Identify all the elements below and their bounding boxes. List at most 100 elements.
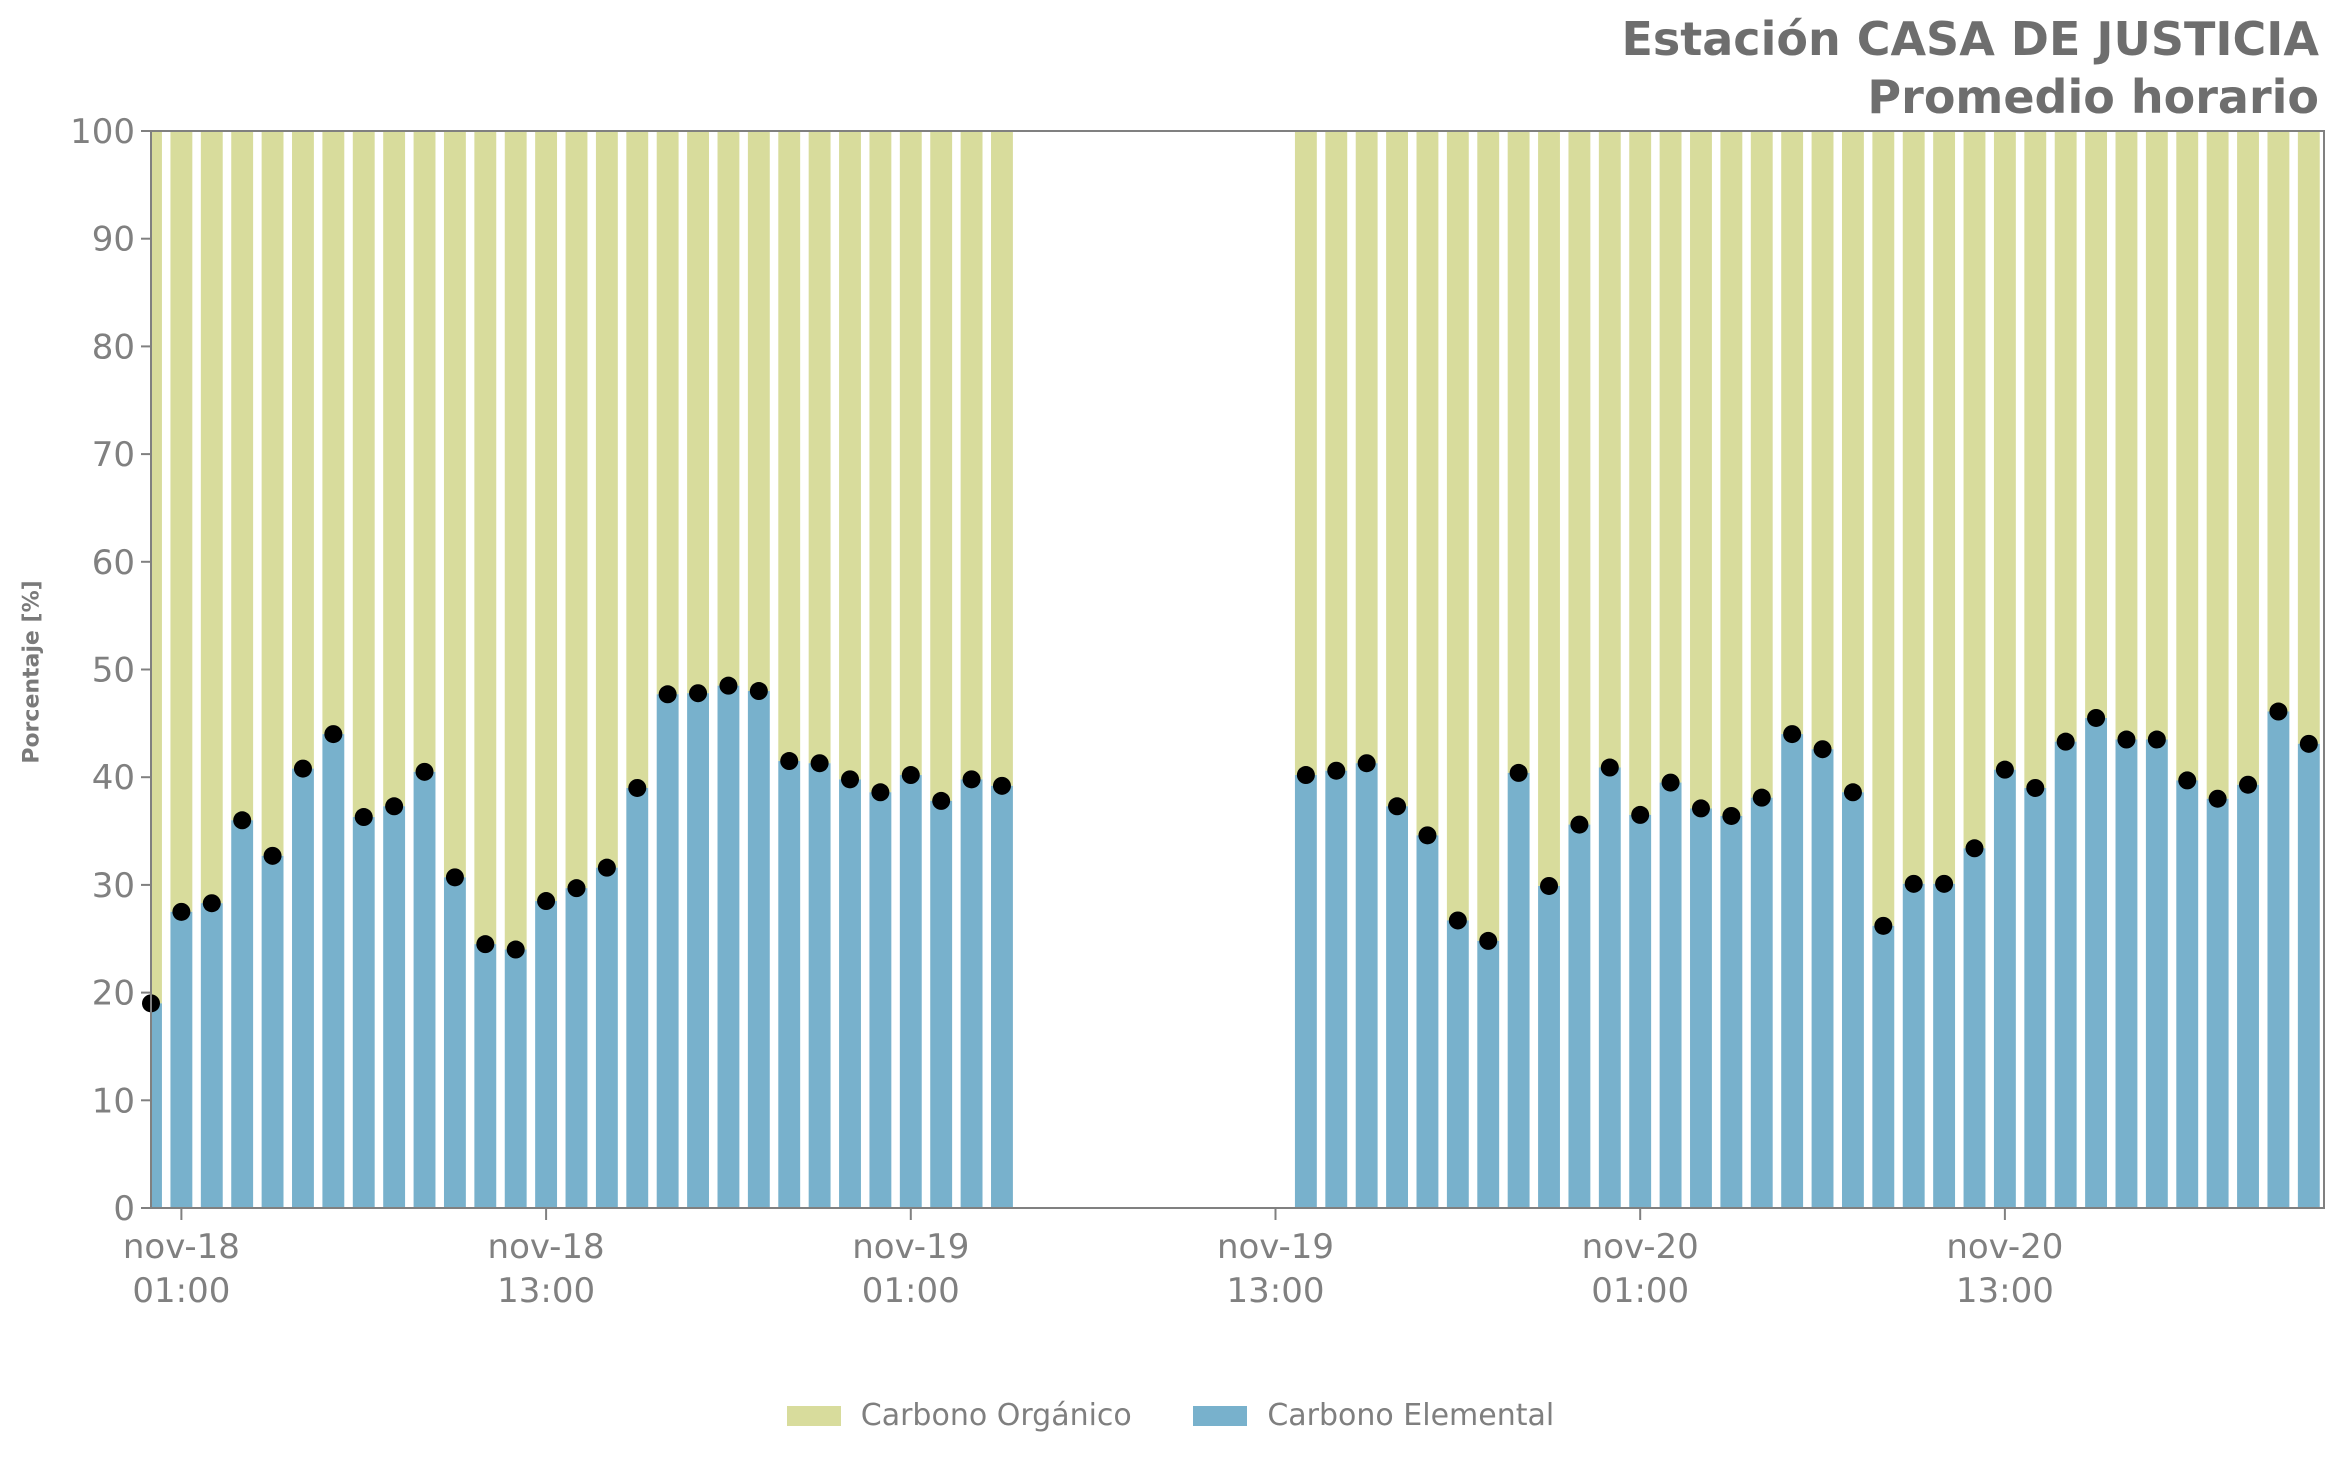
elemental-carbon-bar bbox=[504, 949, 527, 1208]
elemental-carbon-point bbox=[202, 894, 221, 913]
elemental-carbon-bar bbox=[1568, 824, 1591, 1208]
legend-label-elemental-carbon: Carbono Elemental bbox=[1267, 1398, 1555, 1433]
elemental-carbon-point bbox=[445, 868, 464, 887]
organic-carbon-bar bbox=[1355, 131, 1378, 764]
elemental-carbon-point bbox=[1509, 763, 1528, 782]
elemental-carbon-point bbox=[1661, 773, 1680, 792]
organic-carbon-bar bbox=[2267, 131, 2290, 712]
elemental-carbon-point bbox=[1965, 839, 1984, 858]
elemental-carbon-bar bbox=[1446, 920, 1469, 1208]
elemental-carbon-bar bbox=[1507, 772, 1530, 1208]
elemental-carbon-point bbox=[1600, 758, 1619, 777]
elemental-carbon-point bbox=[658, 685, 677, 704]
elemental-carbon-point bbox=[1418, 826, 1437, 845]
elemental-carbon-point bbox=[293, 759, 312, 778]
elemental-carbon-bar bbox=[2145, 739, 2168, 1208]
elemental-carbon-bar bbox=[595, 867, 618, 1208]
elemental-carbon-bar bbox=[2054, 741, 2077, 1208]
elemental-carbon-point bbox=[2178, 771, 2197, 790]
organic-carbon-bars bbox=[151, 131, 2320, 1004]
organic-carbon-bar bbox=[687, 131, 709, 694]
elemental-carbon-point bbox=[2056, 732, 2075, 751]
organic-carbon-bar bbox=[2297, 131, 2320, 744]
elemental-carbon-markers bbox=[142, 676, 2318, 1013]
elemental-carbon-bar bbox=[1386, 806, 1408, 1208]
elemental-carbon-bar bbox=[443, 877, 466, 1208]
x-tick-label-date: nov-18 bbox=[123, 1227, 240, 1267]
elemental-carbon-bar bbox=[151, 1003, 162, 1208]
organic-carbon-bar bbox=[565, 131, 588, 889]
elemental-carbon-point bbox=[597, 858, 616, 877]
x-tick-label-time: 01:00 bbox=[862, 1271, 960, 1311]
elemental-carbon-bar bbox=[261, 855, 284, 1208]
organic-carbon-bar bbox=[1963, 131, 1986, 849]
elemental-carbon-bar bbox=[626, 787, 649, 1208]
y-tick-label: 50 bbox=[92, 651, 135, 691]
elemental-carbon-bar bbox=[474, 944, 497, 1208]
elemental-carbon-point bbox=[1296, 766, 1315, 785]
elemental-carbon-bar bbox=[869, 792, 892, 1208]
elemental-carbon-point bbox=[2208, 789, 2227, 808]
elemental-carbon-point bbox=[354, 808, 373, 827]
elemental-carbon-point bbox=[2087, 708, 2106, 727]
organic-carbon-bar bbox=[1294, 131, 1317, 776]
elemental-carbon-point bbox=[2269, 702, 2288, 721]
elemental-carbon-bar bbox=[2024, 787, 2047, 1208]
organic-carbon-bar bbox=[991, 131, 1013, 786]
elemental-carbon-bar bbox=[2267, 711, 2290, 1208]
elemental-carbon-point bbox=[1448, 911, 1467, 930]
elemental-carbon-point bbox=[992, 776, 1011, 795]
elemental-carbon-bar bbox=[2115, 739, 2138, 1208]
elemental-carbon-bar bbox=[200, 903, 223, 1208]
elemental-carbon-bar bbox=[1538, 885, 1560, 1208]
elemental-carbon-point bbox=[780, 752, 799, 771]
elemental-carbon-bar bbox=[1781, 734, 1804, 1208]
organic-carbon-bar bbox=[1416, 131, 1439, 836]
organic-carbon-bar bbox=[1446, 131, 1469, 921]
organic-carbon-bar bbox=[778, 131, 801, 762]
organic-carbon-bar bbox=[930, 131, 953, 801]
elemental-carbon-bar bbox=[1963, 848, 1986, 1208]
elemental-carbon-point bbox=[901, 766, 920, 785]
elemental-carbon-bar bbox=[1993, 769, 2016, 1208]
y-tick-label: 40 bbox=[92, 758, 135, 798]
x-tick-label-time: 01:00 bbox=[132, 1271, 230, 1311]
elemental-carbon-bar bbox=[899, 775, 922, 1208]
y-tick-label: 30 bbox=[92, 866, 135, 906]
organic-carbon-bar bbox=[808, 131, 831, 764]
organic-carbon-bar bbox=[1659, 131, 1682, 783]
y-tick-label: 80 bbox=[92, 327, 135, 367]
elemental-carbon-point bbox=[385, 797, 404, 816]
elemental-carbon-point bbox=[1935, 874, 1954, 893]
x-axis-ticks: nov-1801:00nov-1813:00nov-1901:00nov-191… bbox=[123, 1208, 2063, 1311]
organic-carbon-bar bbox=[747, 131, 770, 692]
elemental-carbon-bar bbox=[1477, 940, 1500, 1208]
elemental-carbon-point bbox=[2026, 778, 2045, 797]
x-tick-label-date: nov-20 bbox=[1946, 1227, 2063, 1267]
organic-carbon-bar bbox=[504, 131, 527, 950]
chart-subtitle: Promedio horario bbox=[1867, 70, 2319, 124]
organic-carbon-bar bbox=[2237, 131, 2259, 785]
elemental-carbon-bar bbox=[2176, 780, 2199, 1208]
elemental-carbon-bar bbox=[1872, 925, 1895, 1208]
elemental-carbon-bar bbox=[1811, 749, 1834, 1208]
elemental-carbon-point bbox=[1995, 760, 2014, 779]
elemental-carbon-bar bbox=[352, 817, 375, 1208]
y-tick-label: 100 bbox=[70, 112, 135, 152]
organic-carbon-bar bbox=[1811, 131, 1834, 750]
elemental-carbon-bar bbox=[1598, 767, 1621, 1208]
elemental-carbon-point bbox=[324, 725, 343, 744]
y-tick-label: 0 bbox=[113, 1189, 135, 1229]
legend-swatch-organic-carbon bbox=[786, 1405, 841, 1426]
organic-carbon-bar bbox=[899, 131, 922, 776]
organic-carbon-bar bbox=[869, 131, 892, 793]
elemental-carbon-point bbox=[1327, 761, 1346, 780]
elemental-carbon-point bbox=[1783, 725, 1802, 744]
y-tick-label: 70 bbox=[92, 435, 135, 475]
x-tick-label-time: 13:00 bbox=[1956, 1271, 2054, 1311]
elemental-carbon-point bbox=[1874, 916, 1893, 935]
elemental-carbon-point bbox=[263, 846, 282, 865]
y-tick-label: 10 bbox=[92, 1081, 135, 1121]
organic-carbon-bar bbox=[200, 131, 223, 904]
x-tick-label-date: nov-20 bbox=[1582, 1227, 1699, 1267]
